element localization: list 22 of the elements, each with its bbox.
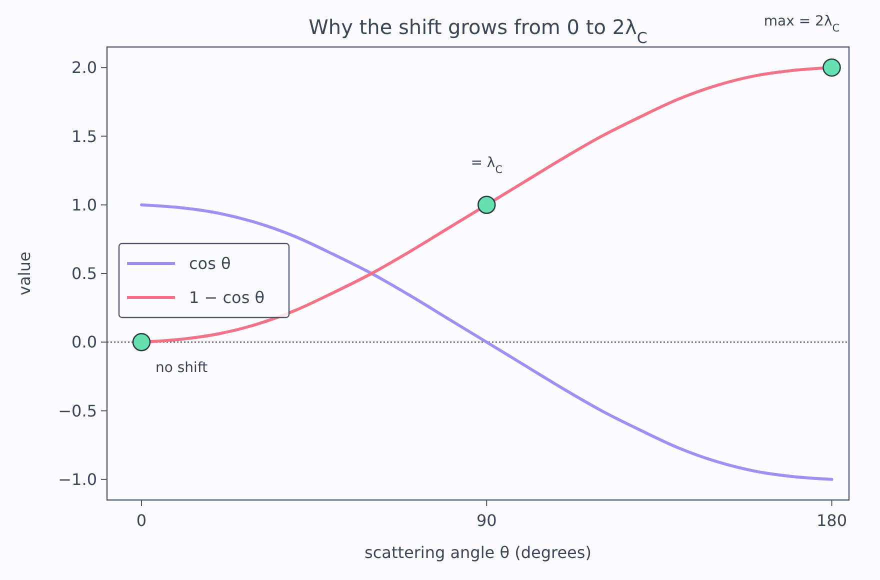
x-tick-label: 180 (816, 511, 848, 530)
x-axis-title: scattering angle θ (degrees) (364, 543, 592, 562)
y-axis-title: value (15, 252, 34, 296)
point (477, 196, 496, 214)
annotation: no shift (156, 360, 208, 376)
annotation: = λ$_{C}$ (470, 154, 503, 176)
y-tick-label: −0.5 (58, 401, 97, 420)
point (132, 333, 151, 352)
y-tick-label: 0.0 (72, 332, 97, 352)
annotation: max = 2λ$_{C}$ (764, 14, 840, 35)
chart-title: Why the shift grows from 0 to 2λ$_{C}$ (308, 15, 648, 47)
y-tick-label: 0.5 (72, 264, 97, 284)
x-tick-label: 90 (476, 511, 497, 530)
y-tick-label: 1.0 (72, 195, 97, 214)
x-tick-label: 0 (136, 511, 147, 530)
y-tick-label: 1.5 (72, 126, 97, 146)
line-series (140, 203, 834, 481)
y-tick-label: −1.0 (58, 470, 97, 490)
y-tick-label: 2.0 (72, 58, 97, 78)
point (822, 58, 841, 77)
legend-label: cos θ (189, 254, 231, 274)
legend-label: 1 − cos θ (189, 288, 265, 308)
